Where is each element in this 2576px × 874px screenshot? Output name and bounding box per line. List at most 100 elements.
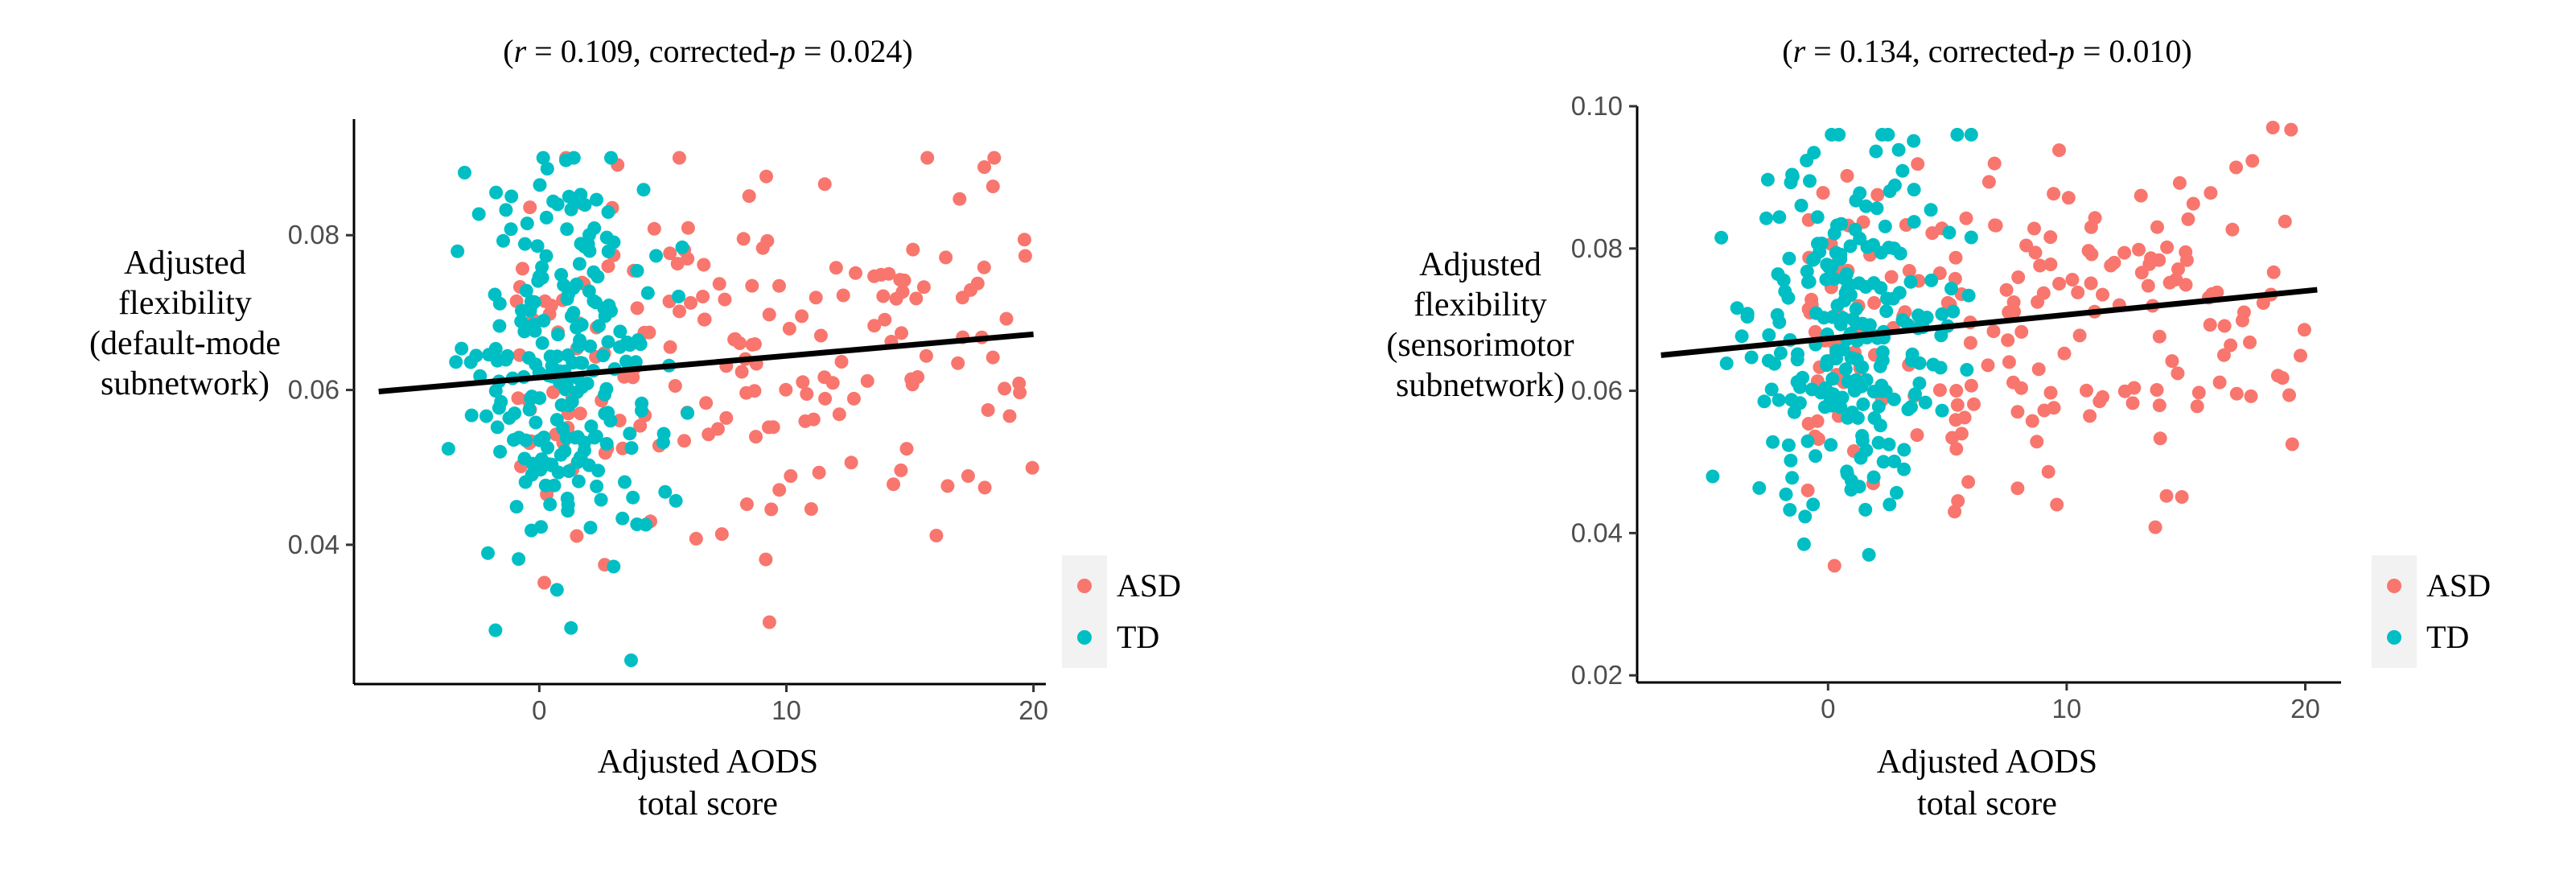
x-axis-label: Adjusted AODS total score <box>598 744 818 822</box>
data-point-asd <box>1932 383 1947 398</box>
data-point-asd <box>2033 258 2047 273</box>
data-point-asd <box>2171 262 2185 276</box>
data-point-td <box>458 166 471 179</box>
data-point-asd <box>999 311 1014 326</box>
data-point-td <box>1744 350 1759 365</box>
data-point-td <box>630 264 644 278</box>
data-point-td <box>1893 246 1907 261</box>
data-point-td <box>1873 359 1887 373</box>
data-point-td <box>1850 410 1865 425</box>
data-point-td <box>623 338 637 352</box>
data-point-td <box>1824 438 1838 452</box>
data-point-asd <box>2141 278 2155 293</box>
data-point-asd <box>1910 428 1924 443</box>
data-point-asd <box>2150 220 2164 234</box>
data-point-td <box>535 336 549 350</box>
data-point-asd <box>2294 348 2307 363</box>
data-point-asd <box>2229 160 2243 175</box>
data-point-asd <box>2061 191 2076 205</box>
data-point-asd <box>2150 383 2164 397</box>
data-point-asd <box>860 373 874 388</box>
x-tick-label: 0 <box>532 695 546 725</box>
data-point-td <box>1778 284 1792 299</box>
data-point-asd <box>2229 386 2244 401</box>
data-point-td <box>1766 435 1780 449</box>
data-point-asd <box>2050 497 2064 512</box>
data-point-td <box>1849 316 1863 331</box>
data-point-asd <box>1967 397 1981 411</box>
data-point-td <box>1882 437 1896 451</box>
data-point-asd <box>677 434 691 448</box>
data-point-asd <box>1961 475 1976 489</box>
data-point-asd <box>696 290 710 303</box>
data-point-td <box>561 504 575 518</box>
data-point-td <box>1871 435 1886 450</box>
data-point-td <box>538 478 553 493</box>
data-point-td <box>1891 142 1906 157</box>
data-point-asd <box>672 150 686 165</box>
data-point-td <box>1850 352 1864 367</box>
data-point-asd <box>1948 505 1962 519</box>
data-point-td <box>546 194 561 208</box>
data-point-td <box>1897 443 1911 457</box>
data-point-asd <box>895 326 908 340</box>
data-point-asd <box>2125 396 2140 410</box>
data-point-asd <box>1945 431 1960 445</box>
chart-title: (r = 0.134, corrected-p = 0.010) <box>1782 33 2191 69</box>
data-point-td <box>1883 497 1897 512</box>
data-point-td <box>573 356 587 370</box>
data-point-asd <box>817 177 832 192</box>
data-point-asd <box>2027 221 2041 236</box>
data-point-asd <box>2175 490 2189 504</box>
data-point-td <box>1853 186 1867 200</box>
data-point-asd <box>2217 319 2232 333</box>
data-point-asd <box>846 391 861 406</box>
data-point-asd <box>916 280 931 295</box>
legend-key-td <box>1077 630 1092 645</box>
data-point-asd <box>710 422 725 436</box>
data-point-asd <box>670 257 685 271</box>
data-point-td <box>533 178 547 192</box>
data-point-td <box>549 583 564 597</box>
data-point-asd <box>986 350 1000 365</box>
data-point-td <box>1785 471 1800 485</box>
x-tick-label: 10 <box>2052 694 2082 724</box>
data-point-asd <box>719 410 734 425</box>
data-point-td <box>1794 198 1809 212</box>
data-point-td <box>1770 307 1784 322</box>
data-point-td <box>529 415 543 430</box>
data-point-td <box>618 475 632 489</box>
data-point-asd <box>809 291 823 305</box>
data-point-asd <box>977 160 991 175</box>
regression-line <box>378 331 1034 394</box>
data-point-asd <box>762 307 776 322</box>
data-point-asd <box>977 260 991 274</box>
data-point-td <box>1760 172 1775 187</box>
y-axis-label: Adjusted flexibility (sensorimotor subnetwo… <box>1386 246 1574 404</box>
data-point-td <box>543 497 558 512</box>
data-point-td <box>1950 127 1965 142</box>
data-point-asd <box>663 340 677 354</box>
data-point-td <box>493 444 508 459</box>
data-point-asd <box>537 575 552 590</box>
data-point-td <box>1829 352 1843 365</box>
data-point-asd <box>1986 324 2001 339</box>
data-point-td <box>1836 311 1850 325</box>
data-point-td <box>455 341 469 356</box>
data-point-asd <box>2284 122 2298 137</box>
data-point-asd <box>970 276 985 291</box>
data-point-asd <box>1902 264 1916 278</box>
data-point-asd <box>844 456 858 470</box>
data-point-td <box>1783 503 1797 517</box>
data-point-asd <box>1840 169 1854 183</box>
data-point-asd <box>570 529 584 543</box>
data-point-asd <box>2134 188 2148 203</box>
data-point-asd <box>663 246 677 261</box>
data-point-td <box>1779 487 1793 501</box>
data-point-asd <box>832 407 846 422</box>
data-point-asd <box>733 336 747 350</box>
data-point-asd <box>1017 233 1031 247</box>
data-point-td <box>560 378 574 393</box>
